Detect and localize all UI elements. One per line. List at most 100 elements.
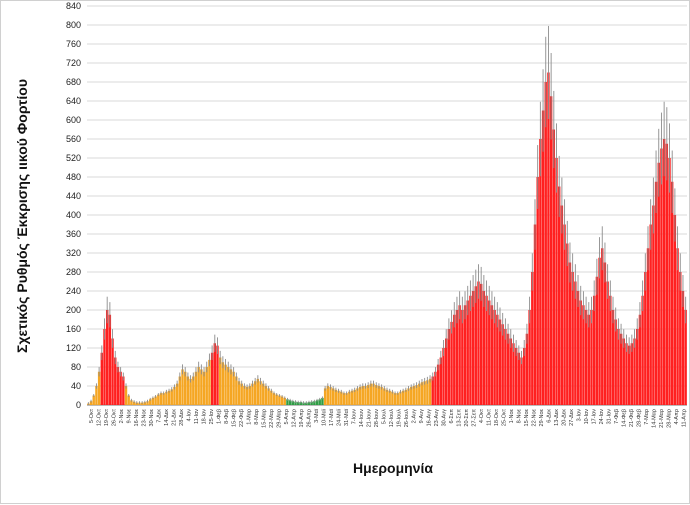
bar bbox=[369, 383, 373, 405]
bar bbox=[380, 386, 383, 405]
bar bbox=[157, 394, 160, 405]
bar bbox=[310, 401, 313, 405]
y-tick-label: 160 bbox=[66, 324, 81, 334]
bar bbox=[539, 139, 542, 405]
bar bbox=[679, 272, 682, 405]
y-tick-label: 600 bbox=[66, 115, 81, 125]
bar bbox=[514, 348, 518, 405]
y-tick-label: 40 bbox=[71, 381, 81, 391]
x-tick-label: 30-Αυγ bbox=[441, 409, 447, 427]
bar bbox=[329, 386, 332, 405]
bar bbox=[278, 395, 281, 405]
bar bbox=[504, 329, 507, 405]
bar bbox=[681, 291, 685, 405]
bar bbox=[232, 371, 235, 405]
x-tick-label: 12-Οκτ bbox=[96, 408, 102, 426]
bar bbox=[243, 386, 246, 405]
x-tick-label: 21-Ιουν bbox=[366, 409, 372, 428]
x-tick-label: 16-Νοε bbox=[134, 408, 140, 426]
x-tick-label: 22-Μαρ bbox=[269, 409, 275, 428]
x-tick-label: 1-Φεβ bbox=[216, 409, 222, 424]
bar bbox=[256, 378, 260, 405]
bar bbox=[649, 224, 652, 405]
bar bbox=[506, 333, 510, 405]
y-tick-label: 720 bbox=[66, 58, 81, 68]
bar bbox=[132, 401, 136, 405]
bar bbox=[404, 389, 408, 405]
bar bbox=[388, 390, 391, 405]
x-tick-label: 6-Σεπ bbox=[449, 409, 455, 424]
x-tick-label: 23-Νοε bbox=[141, 408, 147, 426]
bar bbox=[127, 395, 130, 405]
bar bbox=[100, 352, 103, 405]
x-tick-label: 26-Οκτ bbox=[111, 408, 117, 426]
bar bbox=[509, 338, 512, 405]
y-tick-label: 440 bbox=[66, 191, 81, 201]
bar bbox=[218, 357, 222, 405]
x-tick-label: 1-Νοε bbox=[509, 408, 515, 423]
bar bbox=[358, 386, 362, 405]
x-tick-label: 20-Σεπ bbox=[464, 409, 470, 427]
bar bbox=[393, 393, 397, 405]
bar bbox=[418, 383, 421, 405]
bar bbox=[601, 248, 604, 405]
bar bbox=[165, 391, 168, 405]
bar bbox=[97, 371, 101, 405]
bar bbox=[251, 383, 254, 405]
bar bbox=[571, 272, 574, 405]
x-tick-label: 16-Αυγ bbox=[426, 409, 432, 427]
bar bbox=[313, 401, 316, 405]
bar bbox=[671, 181, 674, 405]
bar bbox=[426, 380, 429, 405]
x-tick-label: 9-Νοε bbox=[126, 408, 132, 423]
bar bbox=[595, 276, 599, 405]
bar bbox=[579, 300, 582, 405]
x-tick-label: 19-Ιουλ bbox=[396, 409, 402, 428]
bar bbox=[170, 389, 173, 405]
x-tick-label: 8-Φεβ bbox=[224, 409, 230, 424]
bar bbox=[673, 215, 677, 405]
bar bbox=[364, 386, 367, 405]
bar bbox=[442, 348, 445, 405]
x-tick-label: 19-Απρ bbox=[299, 409, 305, 428]
bar bbox=[469, 295, 472, 405]
bar bbox=[391, 391, 394, 405]
bar bbox=[146, 401, 149, 405]
bar bbox=[412, 386, 416, 405]
bar bbox=[216, 345, 219, 405]
bar bbox=[372, 383, 375, 405]
bar bbox=[436, 364, 440, 405]
bar bbox=[598, 257, 601, 405]
x-tick-label: 26-Απρ bbox=[306, 409, 312, 428]
bar bbox=[108, 314, 112, 405]
bar bbox=[350, 390, 354, 405]
y-tick-label: 200 bbox=[66, 305, 81, 315]
bar bbox=[644, 272, 647, 405]
bar bbox=[627, 345, 631, 405]
bar bbox=[568, 262, 572, 405]
bar bbox=[124, 386, 128, 405]
bar bbox=[366, 385, 370, 405]
x-tick-label: 21-Φεβ bbox=[629, 409, 635, 427]
bar bbox=[563, 224, 566, 405]
bar bbox=[154, 396, 157, 405]
bar bbox=[471, 291, 475, 405]
bar bbox=[186, 376, 190, 405]
x-tick-label: 15-Μαρ bbox=[261, 409, 267, 428]
bar bbox=[517, 352, 521, 405]
bar bbox=[590, 310, 593, 405]
y-tick-label: 480 bbox=[66, 172, 81, 182]
bar bbox=[208, 359, 211, 405]
bar bbox=[116, 367, 120, 405]
bar bbox=[668, 158, 671, 405]
y-tick-label: 280 bbox=[66, 267, 81, 277]
bar bbox=[240, 383, 243, 405]
bar bbox=[318, 399, 321, 405]
bar bbox=[235, 376, 238, 405]
bar bbox=[463, 305, 467, 405]
x-tick-label: 17-Ιαν bbox=[591, 409, 597, 425]
bar bbox=[275, 394, 278, 405]
x-tick-label: 7-Δεκ bbox=[156, 409, 162, 423]
bar bbox=[213, 343, 216, 405]
